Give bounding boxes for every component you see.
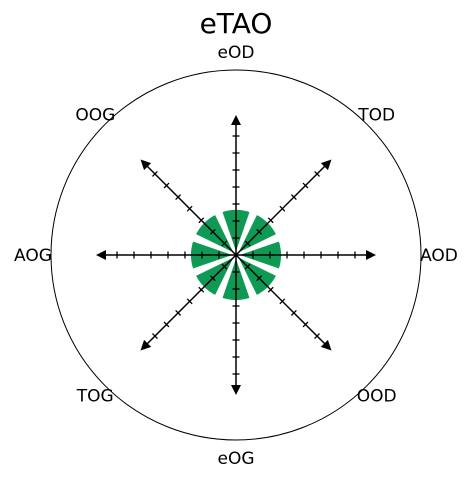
tick-ood-6 [314,333,320,339]
tick-oog-6 [152,171,158,177]
tick-ood-3 [279,298,286,305]
arrow-eog [231,385,241,395]
outer-circle [50,69,422,441]
tick-oog-4 [175,194,182,201]
tick-ood-1 [256,275,263,282]
tick-tog-2 [198,286,205,293]
arrow-tog [140,339,152,351]
tick-ood-4 [290,309,297,316]
chart-title: eTAO [200,7,273,40]
tick-oog-5 [163,182,170,189]
arrow-oog [140,159,152,171]
tick-tog-1 [209,275,216,282]
arrow-tod [320,159,332,171]
tick-oog-2 [198,217,205,224]
label-tog: TOG [76,387,114,407]
tick-tog-5 [163,321,170,328]
tick-tod-6 [314,171,320,177]
tick-ood-5 [302,321,309,328]
tick-tog-0 [221,263,228,270]
tick-tod-0 [244,240,251,247]
label-ood: OOD [357,387,397,407]
tick-tod-2 [267,217,274,224]
axes-layer [96,115,376,395]
arrow-ood [320,339,332,351]
labels-layer: eOD TOD AOD OOD eOG TOG AOG OOG [14,43,458,469]
tick-tog-4 [175,309,182,316]
label-aog: AOG [14,246,52,266]
tick-ood-2 [267,286,274,293]
tick-tod-1 [256,228,263,235]
label-eog: eOG [217,449,254,469]
tick-oog-1 [209,228,216,235]
tick-tog-3 [186,298,193,305]
arrow-aog [96,250,106,260]
tick-ood-0 [244,263,251,270]
tick-tod-4 [290,194,297,201]
tick-tod-5 [302,182,309,189]
label-aod: AOD [420,246,458,266]
tick-tod-3 [279,205,286,212]
arrow-eod [231,115,241,125]
label-eod: eOD [218,43,255,63]
label-tod: TOD [357,105,395,125]
tick-oog-3 [186,205,193,212]
tick-tog-6 [152,333,158,339]
label-oog: OOG [75,105,115,125]
tick-oog-0 [221,240,228,247]
arrow-aod [366,250,376,260]
